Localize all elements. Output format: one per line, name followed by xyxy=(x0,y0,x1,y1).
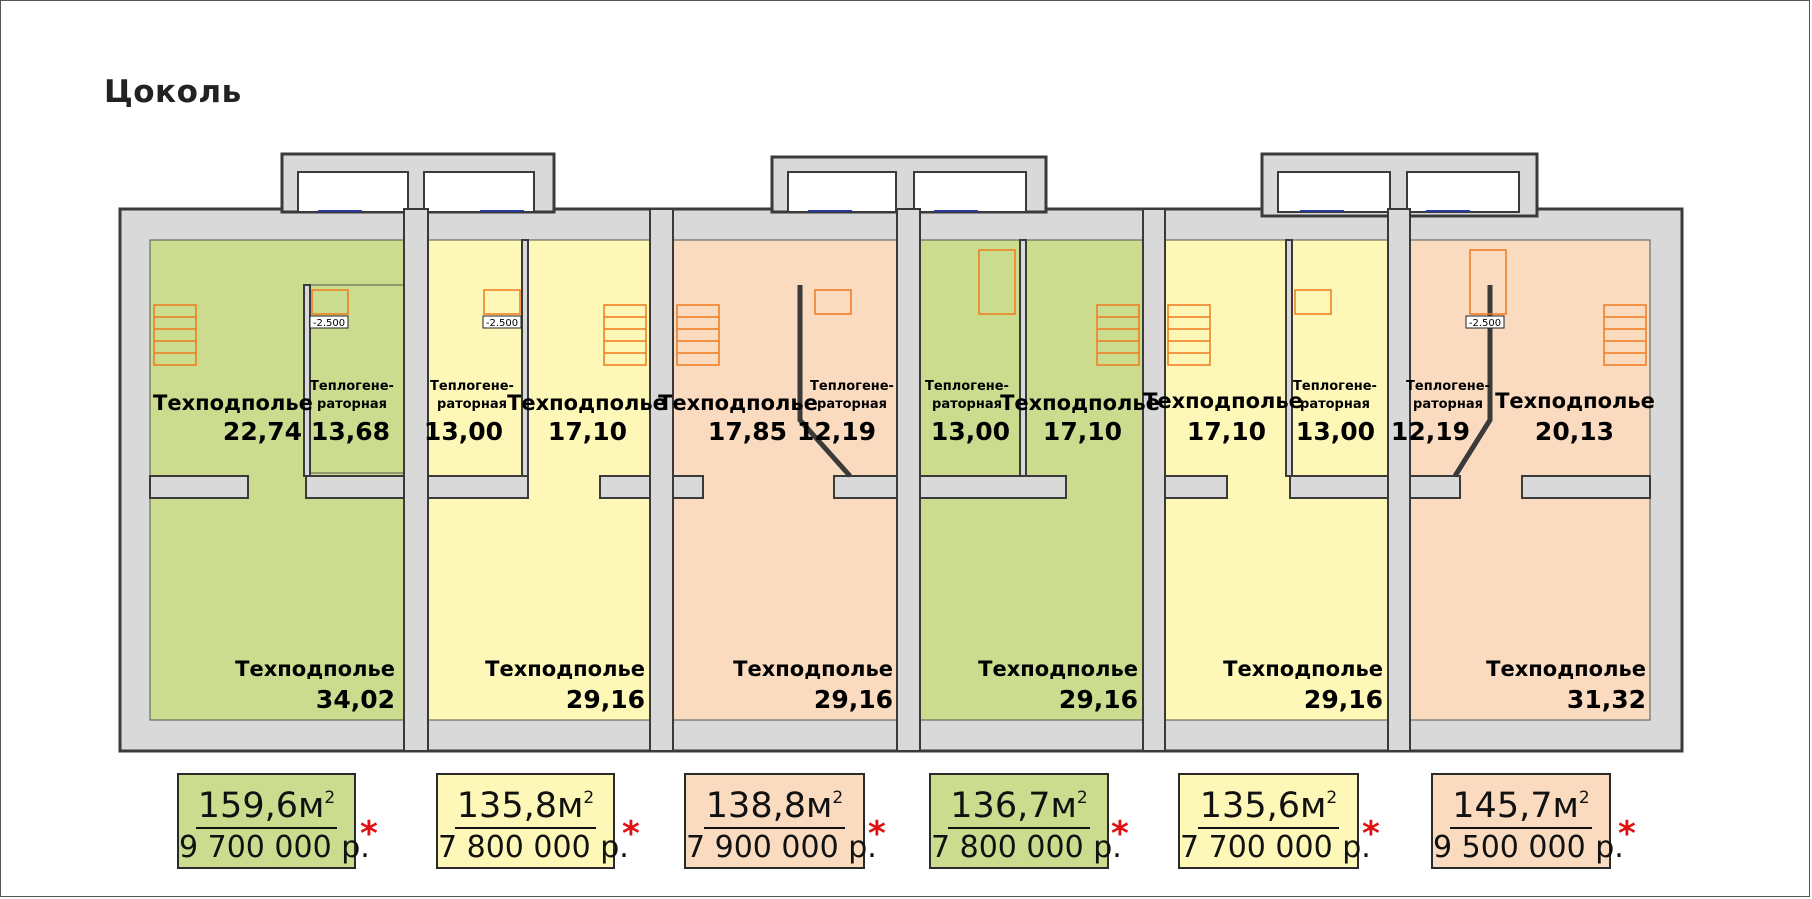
room-area: 29,16 xyxy=(1059,685,1138,714)
unit-badge: 138,8м2 7 900 000 р. xyxy=(684,773,877,869)
room-area: 34,02 xyxy=(316,685,395,714)
room-area: 17,85 xyxy=(708,417,787,446)
interior-walls xyxy=(149,208,1651,752)
room-label: Техподполье xyxy=(1223,657,1383,681)
unit-badge: 135,6м2 7 700 000 р. xyxy=(1178,773,1371,869)
price-asterisk: * xyxy=(868,814,886,854)
room-label: Теплогене- xyxy=(1406,379,1490,394)
room-area: 17,10 xyxy=(1187,417,1266,446)
room-area: 29,16 xyxy=(1304,685,1383,714)
room-area: 13,68 xyxy=(311,417,390,446)
room-label: Теплогене- xyxy=(810,379,894,394)
room-area: 20,13 xyxy=(1535,417,1614,446)
unit-price: 7 800 000 р. xyxy=(931,830,1122,865)
unit-area: 145,7м2 xyxy=(1450,777,1592,829)
room-area: 13,00 xyxy=(424,417,503,446)
room-label: Теплогене- xyxy=(430,379,514,394)
room-label: Техподполье xyxy=(235,657,395,681)
price-asterisk: * xyxy=(360,814,378,854)
price-asterisk: * xyxy=(622,814,640,854)
room-label: Теплогене- xyxy=(925,379,1009,394)
room-area: 17,10 xyxy=(1043,417,1122,446)
room-area: 13,00 xyxy=(931,417,1010,446)
unit-price: 7 700 000 р. xyxy=(1180,830,1371,865)
room-label: раторная xyxy=(1300,397,1370,412)
room-label: Техподполье xyxy=(658,391,818,415)
room-label: Техподполье xyxy=(1000,391,1160,415)
unit-area: 159,6м2 xyxy=(195,777,338,829)
unit-area: 135,6м2 xyxy=(1197,777,1340,829)
price-asterisk: * xyxy=(1111,814,1129,854)
room-area: 17,10 xyxy=(548,417,627,446)
room-area: 12,19 xyxy=(797,417,876,446)
room-label: раторная xyxy=(817,397,887,412)
unit-badge: 136,7м2 7 800 000 р. xyxy=(929,773,1122,869)
room-label: Теплогене- xyxy=(1293,379,1377,394)
room-label: раторная xyxy=(932,397,1002,412)
room-label: Теплогене- xyxy=(310,379,394,394)
room-area: 29,16 xyxy=(814,685,893,714)
room-area: 22,74 xyxy=(223,417,302,446)
room-label: Техподполье xyxy=(733,657,893,681)
unit-price: 7 800 000 р. xyxy=(438,830,629,865)
stairs xyxy=(153,249,1647,366)
price-asterisk: * xyxy=(1618,814,1636,854)
room-area: 31,32 xyxy=(1567,685,1646,714)
level-mark: -2.500 xyxy=(313,318,345,329)
room-label: Техподполье xyxy=(507,391,667,415)
room-labels: Техподполье 22,74 Теплогене- раторная 13… xyxy=(153,379,1655,714)
unit-area: 138,8м2 xyxy=(703,777,846,829)
room-label: Техподполье xyxy=(978,657,1138,681)
unit-area: 135,8м2 xyxy=(454,777,597,829)
floor-title: Цоколь xyxy=(104,74,242,110)
unit-area: 136,7м2 xyxy=(948,777,1090,829)
room-area: 13,00 xyxy=(1296,417,1375,446)
unit-badge: 145,7м2 9 500 000 р. xyxy=(1431,773,1624,869)
room-area: 29,16 xyxy=(566,685,645,714)
room-label: Техподполье xyxy=(1495,389,1655,413)
unit-price: 9 700 000 р. xyxy=(179,830,370,865)
room-area: 12,19 xyxy=(1391,417,1470,446)
unit-price: 9 500 000 р. xyxy=(1433,830,1624,865)
room-label: раторная xyxy=(1413,397,1483,412)
room-label: раторная xyxy=(437,397,507,412)
diagonal-partitions xyxy=(797,285,1493,478)
room-label: Техподполье xyxy=(1143,389,1303,413)
room-label: Техподполье xyxy=(1486,657,1646,681)
unit-badge: 159,6м2 9 700 000 р. xyxy=(177,773,370,869)
room-label: Техподполье xyxy=(485,657,645,681)
room-label: Техподполье xyxy=(153,391,313,415)
price-asterisk: * xyxy=(1362,814,1380,854)
level-mark: -2.500 xyxy=(486,318,518,329)
level-marks: -2.500 -2.500 -2.500 xyxy=(309,315,1505,329)
level-mark: -2.500 xyxy=(1469,318,1501,329)
unit-price: 7 900 000 р. xyxy=(686,830,877,865)
room-label: раторная xyxy=(317,397,387,412)
unit-badge: 135,8м2 7 800 000 р. xyxy=(436,773,629,869)
